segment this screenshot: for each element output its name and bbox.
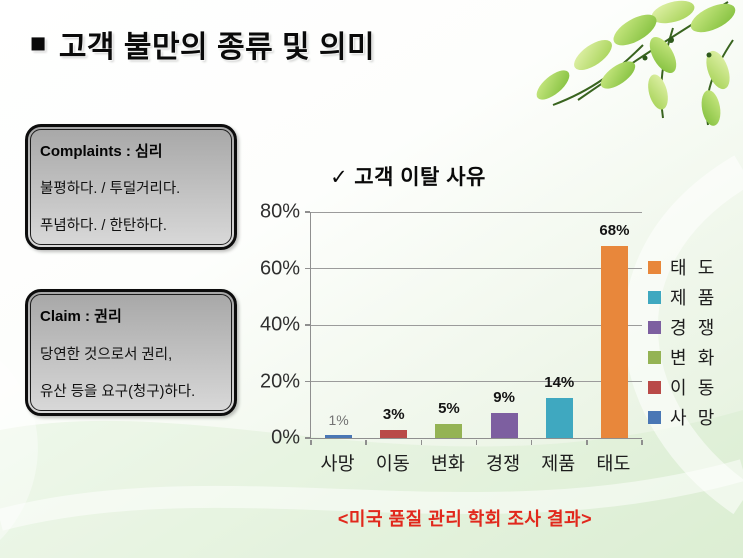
legend-label: 태도: [670, 258, 726, 278]
legend-swatch: [648, 290, 661, 304]
y-axis-tick: [305, 437, 310, 439]
legend-swatch: [648, 380, 661, 394]
bar-value-label: 5%: [438, 399, 460, 417]
leaf-branch-decoration: [536, 0, 736, 126]
bar-태도: [600, 245, 628, 438]
bar-value-label: 14%: [544, 374, 575, 392]
y-axis-tick-label: 20%: [259, 370, 300, 392]
y-axis-tick-label: 60%: [259, 257, 300, 279]
page-title-text: 고객 불만의 종류 및 의미: [58, 31, 376, 64]
x-axis-label-변화: 변화: [430, 453, 465, 474]
y-axis-tick: [305, 267, 310, 270]
complaints-note-title: Complaints : 심리: [40, 143, 163, 160]
bar-변화: [435, 423, 463, 438]
bar-value-label: 9%: [493, 388, 515, 406]
x-axis-label-태도: 태도: [596, 453, 631, 474]
claim-note-line: 유산 등을 요구(청구)하다.: [40, 384, 196, 400]
y-axis-tick: [305, 211, 310, 213]
legend-label: 경쟁: [670, 318, 726, 338]
legend-swatch: [648, 410, 661, 424]
bar-제품: [545, 398, 573, 438]
x-axis-tick: [641, 440, 643, 445]
x-axis-tick: [365, 440, 367, 445]
x-axis-tick: [310, 440, 312, 445]
check-icon: ✓: [330, 166, 349, 189]
title-bullet-icon: ■: [30, 27, 47, 58]
bar-경쟁: [490, 412, 518, 438]
source-caption: <미국 품질 관리 학회 조사 결과>: [337, 509, 593, 529]
x-axis-label-사망: 사망: [320, 453, 355, 474]
chart-y-axis-labels: 0% 20% 40% 60% 80%: [238, 201, 300, 449]
legend-label: 이동: [670, 378, 726, 398]
legend-label: 변화: [670, 348, 726, 368]
gridline: [311, 268, 642, 269]
chart-x-axis-labels: 사망 이동 변화 경쟁 제품 태도: [310, 450, 641, 476]
bar-이동: [380, 429, 408, 438]
legend-swatch: [648, 260, 661, 274]
legend-item-이동: 이동: [648, 372, 725, 402]
legend-swatch: [648, 320, 661, 334]
bar-value-label: 1%: [328, 412, 349, 429]
y-axis-tick: [305, 380, 310, 383]
legend-item-사망: 사망: [648, 402, 725, 432]
y-axis-tick-label: 0%: [271, 426, 300, 449]
bar-사망: [325, 435, 353, 438]
y-axis-tick-label: 80%: [259, 200, 300, 223]
legend-item-변화: 변화: [648, 342, 725, 372]
legend-label: 사망: [670, 408, 726, 428]
complaints-note-line: 불평하다. / 투덜거리다.: [40, 181, 181, 197]
chart-title: ✓ 고객 이탈 사유: [288, 161, 528, 191]
chart-title-text: 고객 이탈 사유: [354, 166, 486, 189]
claim-note-line: 당연한 것으로서 권리,: [40, 346, 173, 363]
chart-plot: 1% 3% 5% 9% 14% 68%: [305, 211, 643, 445]
x-axis-tick: [475, 440, 478, 445]
gridline: [311, 211, 642, 213]
claim-note-title: Claim : 권리: [40, 308, 122, 325]
y-axis-tick: [305, 324, 310, 326]
x-axis-label-경쟁: 경쟁: [486, 453, 521, 474]
gridline: [311, 381, 642, 382]
legend-label: 제품: [670, 288, 726, 308]
complaints-note-box: Complaints : 심리 불평하다. / 투덜거리다. 푸념하다. / 한…: [25, 124, 237, 250]
bar-value-label: 68%: [599, 221, 630, 239]
x-axis-label-이동: 이동: [375, 453, 410, 474]
x-axis-tick: [530, 440, 533, 445]
bar-value-label: 3%: [382, 405, 405, 423]
x-axis-tick: [420, 440, 423, 445]
claim-note-box: Claim : 권리 당연한 것으로서 권리, 유산 등을 요구(청구)하다.: [25, 289, 237, 416]
x-axis-label-제품: 제품: [541, 453, 576, 474]
gridline: [311, 324, 642, 326]
legend-item-태도: 태도: [648, 252, 725, 282]
legend-swatch: [648, 350, 661, 364]
complaints-note-line: 푸념하다. / 한탄하다.: [40, 218, 167, 234]
legend-item-제품: 제품: [648, 282, 725, 312]
legend-item-경쟁: 경쟁: [648, 312, 725, 342]
y-axis-tick-label: 40%: [259, 313, 300, 336]
page-title: ■ 고객 불만의 종류 및 의미: [30, 22, 375, 66]
x-axis-tick: [586, 440, 588, 445]
